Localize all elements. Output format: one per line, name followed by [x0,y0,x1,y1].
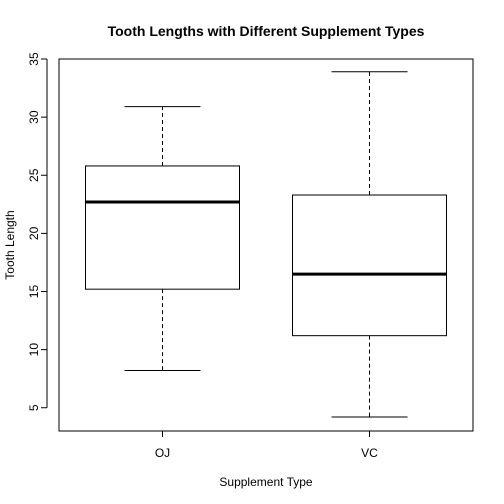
x-tick-label: VC [361,446,378,460]
y-tick-label: 10 [27,343,41,357]
chart-title: Tooth Lengths with Different Supplement … [108,23,425,39]
y-tick-label: 30 [27,110,41,124]
box-oj [85,106,240,372]
y-axis-label: Tooth Length [3,210,17,279]
plot-frame [58,58,474,432]
boxes [85,71,447,418]
y-tick-label: 25 [27,168,41,182]
iqr-box [85,165,240,290]
box-vc [292,71,447,418]
x-tick-label: OJ [155,446,170,460]
x-axis-label: Supplement Type [219,475,313,489]
iqr-box [292,194,447,337]
y-tick-label: 5 [27,404,41,411]
y-tick-label: 20 [27,226,41,240]
y-axis: 5 10 15 20 25 30 35 [27,52,48,411]
x-axis: OJ VC [155,430,378,460]
y-tick-label: 15 [27,285,41,299]
y-tick-label: 35 [27,52,41,66]
